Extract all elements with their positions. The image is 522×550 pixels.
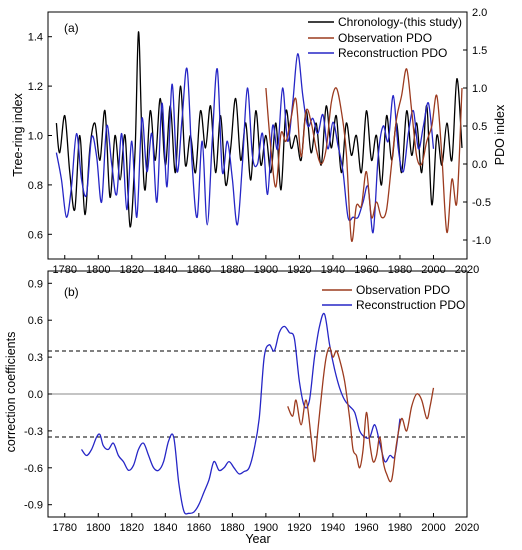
panel-b-xtick-label: 1900	[254, 522, 278, 534]
panel-a-right-ytick-label: 2.0	[472, 7, 487, 19]
panel-a-xtick-label: 1800	[86, 264, 110, 276]
panel-b-xtick-label: 2020	[455, 522, 479, 534]
panel-a-xtick-label: 2020	[455, 264, 479, 276]
panel-b-xtick-label: 1780	[53, 522, 77, 534]
panel-a-right-ytick-label: -0.5	[472, 197, 491, 209]
legend-label-reconstruction-a: Reconstruction PDO	[338, 46, 447, 60]
panel-b-xtick-label: 2000	[421, 522, 445, 534]
panel-b-yticks: -0.9 -0.6 -0.3 0.0 0.3 0.6 0.9	[24, 278, 52, 512]
panel-a-xtick-label: 1820	[120, 264, 144, 276]
panel-a-left-ytick-label: 1.0	[28, 131, 43, 143]
panel-a-left-ytick-label: 0.8	[28, 180, 43, 192]
panel-a-xticks: 1780 1800 1820 1840 1860 1880 1900 1920 1940 1960…	[53, 255, 479, 276]
panel-a-right-ytick-label: 0.0	[472, 159, 487, 171]
panel-b-ytick-label: 0.0	[28, 389, 43, 401]
panel-a-right-ytick-label: 0.5	[472, 121, 487, 133]
panel-b-xtick-label: 1860	[187, 522, 211, 534]
legend-label-chronology: Chronology-(this study)	[338, 15, 462, 29]
panel-b-legend: Observation PDO Reconstruction PDO	[322, 283, 465, 312]
panel-a-label: (a)	[64, 21, 79, 35]
legend-label-reconstruction-b: Reconstruction PDO	[356, 298, 465, 312]
panel-b-label: (b)	[64, 285, 79, 299]
panel-a-right-ylabel: PDO index	[493, 104, 507, 165]
legend-label-observation-a: Observation PDO	[338, 31, 432, 45]
panel-b-series	[80, 312, 435, 515]
panel-a-xtick-label: 1900	[254, 264, 278, 276]
panel-b-xticks: 1780 1800 1820 1840 1860 1880 1900 1920 1940 1960…	[53, 513, 479, 534]
panel-b-xtick-label: 1980	[388, 522, 412, 534]
panel-a-xtick-label: 1960	[354, 264, 378, 276]
panel-a-xtick-label: 1860	[187, 264, 211, 276]
observation-pdo-series-line	[265, 68, 463, 242]
panel-b-xtick-label: 1820	[120, 522, 144, 534]
panel-b-xtick-label: 1800	[86, 522, 110, 534]
panel-a-xtick-label: 1780	[53, 264, 77, 276]
legend-label-observation-b: Observation PDO	[356, 283, 450, 297]
observation-pdo-correlation-line	[287, 346, 435, 483]
panel-a-left-ytick-label: 1.4	[28, 32, 43, 44]
panel-a-left-yticks: 0.6 0.8 1.0 1.2 1.4	[28, 32, 52, 241]
reconstruction-pdo-correlation-line	[80, 312, 401, 515]
panel-b-xtick-label: 1880	[220, 522, 244, 534]
panel-b-ylabel: correction coefficients	[4, 332, 18, 453]
panel-b-ytick-label: 0.9	[28, 278, 43, 290]
panel-a-xtick-label: 1940	[321, 264, 345, 276]
panel-b-ytick-label: 0.3	[28, 352, 43, 364]
panel-b-xtick-label: 1920	[287, 522, 311, 534]
panel-b-ytick-label: -0.3	[24, 426, 43, 438]
panel-a-right-yticks: -1.0 -0.5 0.0 0.5 1.0 1.5 2.0	[463, 7, 491, 247]
panel-a-right-ytick-label: 1.5	[472, 45, 487, 57]
panel-a-right-ytick-label: -1.0	[472, 235, 491, 247]
panel-a-xtick-label: 2000	[421, 264, 445, 276]
panel-b: (b) correction coefficients Year 1780 180…	[4, 270, 479, 546]
panel-b-ytick-label: 0.6	[28, 315, 43, 327]
panel-a-left-ytick-label: 0.6	[28, 229, 43, 241]
panel-b-xtick-label: 1940	[321, 522, 345, 534]
panel-a-right-ytick-label: 1.0	[472, 83, 487, 95]
panel-a-xtick-label: 1980	[388, 264, 412, 276]
panel-b-ytick-label: -0.9	[24, 500, 43, 512]
panel-b-ytick-label: -0.6	[24, 463, 43, 475]
panel-a-xtick-label: 1880	[220, 264, 244, 276]
panel-b-xtick-label: 1840	[153, 522, 177, 534]
panel-b-xtick-label: 1960	[354, 522, 378, 534]
panel-b-xlabel: Year	[245, 532, 270, 546]
chronology-series-line	[55, 31, 463, 228]
panel-a-xtick-label: 1840	[153, 264, 177, 276]
panel-a: (a) Tree-ring index PDO index 1780 1800 18…	[11, 7, 507, 276]
panel-a-left-ytick-label: 1.2	[28, 81, 43, 93]
panel-a-legend: Chronology-(this study) Observation PDO …	[308, 15, 462, 60]
panel-a-left-ylabel: Tree-ring index	[11, 92, 25, 176]
panel-a-xtick-label: 1920	[287, 264, 311, 276]
panel-b-reference-lines	[48, 350, 467, 438]
panel-a-series	[55, 31, 463, 242]
